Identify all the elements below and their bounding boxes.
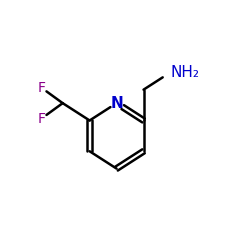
Text: F: F: [38, 81, 46, 95]
Text: N: N: [110, 96, 123, 111]
Text: F: F: [38, 112, 46, 126]
Text: NH₂: NH₂: [170, 65, 200, 80]
